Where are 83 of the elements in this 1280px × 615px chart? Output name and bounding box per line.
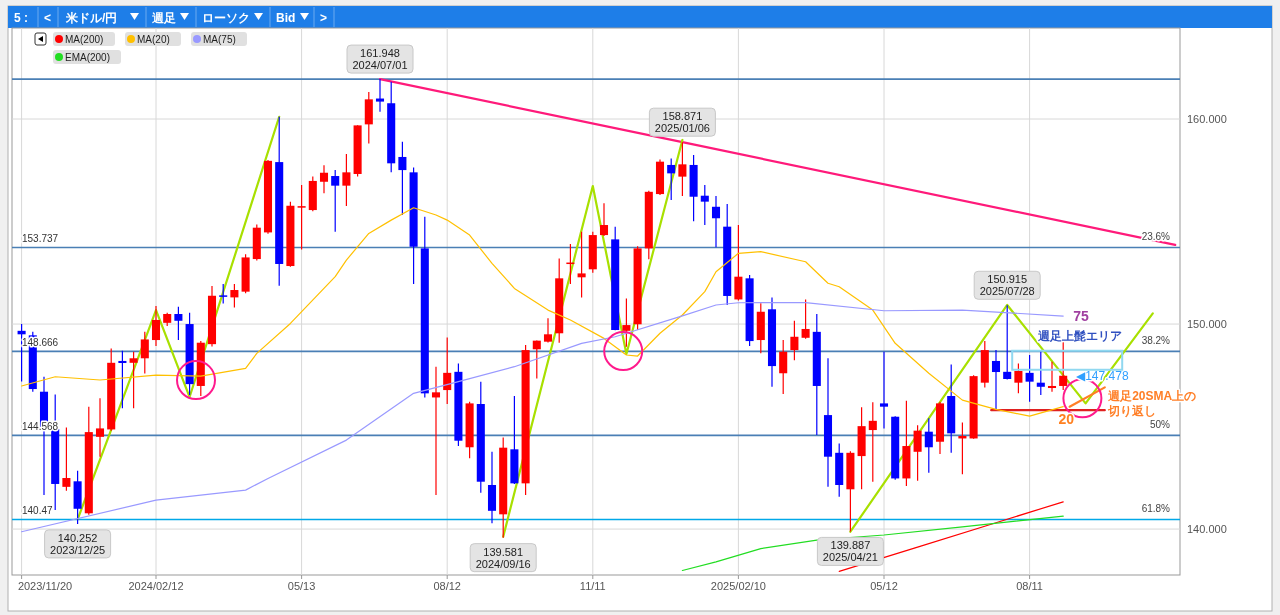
candlestick	[140, 331, 149, 375]
candlestick	[879, 351, 889, 430]
chart-title: 米ドル/円	[65, 10, 118, 25]
candlestick	[319, 164, 329, 194]
text: Bid	[276, 10, 296, 25]
legend-label: MA(75)	[203, 34, 236, 45]
y-tick-label: 140.000	[1187, 523, 1227, 536]
annotation: 161.948 2024/07/01	[352, 47, 408, 72]
legend-label: EMA(200)	[65, 52, 111, 63]
x-tick-label: 08/11	[1016, 580, 1043, 592]
annotation: 158.871 2025/01/06	[654, 110, 710, 135]
ref-line-label: 140.47	[22, 505, 54, 517]
text: 5 :	[14, 10, 29, 25]
candlestick	[1059, 341, 1068, 391]
candlestick	[991, 349, 1001, 410]
candlestick	[1036, 350, 1045, 396]
annotation: 150.915 2025/07/28	[979, 273, 1035, 298]
annotation: 61.8%	[1141, 503, 1171, 515]
x-tick-label: 2023/11/20	[17, 580, 73, 592]
legend-label: MA(200)	[65, 34, 104, 45]
candlestick	[230, 283, 239, 309]
candlestick	[95, 397, 105, 458]
text: 週足	[151, 10, 176, 25]
text: <	[44, 10, 52, 25]
candlestick	[913, 424, 922, 482]
candlestick	[801, 298, 810, 340]
candlestick	[532, 339, 541, 379]
candlestick	[151, 305, 161, 347]
candlestick	[543, 317, 553, 344]
x-tick-label: 08/12	[433, 580, 461, 592]
candlestick	[868, 401, 877, 483]
x-tick-label: 05/12	[870, 580, 898, 592]
candlestick	[219, 283, 228, 305]
candlestick	[790, 320, 799, 361]
candlestick	[443, 336, 452, 405]
candlestick	[577, 231, 586, 298]
candlestick	[297, 184, 306, 251]
candlestick	[1003, 304, 1012, 381]
point	[176, 360, 216, 401]
text: ローソク	[202, 10, 250, 25]
line-series	[681, 515, 1064, 572]
point	[603, 331, 644, 372]
annotation: 50%	[1149, 419, 1171, 431]
candlestick	[622, 297, 631, 348]
y-tick-label: 160.000	[1187, 113, 1227, 126]
candlestick	[667, 157, 676, 201]
annotation: 75	[1073, 308, 1089, 325]
annotation: 23.6%	[1141, 231, 1171, 243]
annotation: 20	[1058, 410, 1075, 427]
annotation: 140.252 2023/12/25	[50, 531, 106, 556]
candlestick	[700, 184, 709, 226]
legend-label: MA(20)	[137, 34, 170, 45]
candlestick	[431, 366, 441, 496]
candlestick	[1047, 361, 1057, 393]
candlestick	[174, 306, 183, 341]
y-tick-label: 150.000	[1187, 318, 1227, 331]
candlestick	[129, 351, 138, 409]
annotation: 139.581 2024/09/16	[475, 545, 531, 570]
candlestick	[375, 78, 385, 113]
x-tick-label: 05/13	[287, 580, 316, 592]
annotation: 139.887 2025/04/21	[822, 539, 878, 564]
line-series	[76, 115, 281, 521]
annotation: 週足20SMA上の切り返し	[1107, 388, 1197, 418]
candlestick	[924, 417, 933, 474]
x-tick-label: 2025/02/10	[710, 580, 766, 592]
candlestick	[342, 153, 351, 207]
annotation: 38.2%	[1141, 335, 1171, 347]
ref-line-label: 153.737	[22, 233, 59, 245]
x-tick-label: 11/11	[579, 580, 606, 592]
candlestick	[734, 224, 743, 302]
candlestick	[1025, 354, 1034, 403]
candlestick	[678, 141, 687, 197]
candlestick	[62, 426, 71, 492]
candlestick	[599, 202, 609, 237]
text: >	[320, 10, 328, 25]
candlestick	[1014, 362, 1023, 394]
candlestick	[398, 141, 407, 216]
x-tick-label: 2024/02/12	[128, 580, 184, 592]
candlestick	[118, 350, 127, 409]
candlestick	[711, 195, 721, 248]
annotation: 週足上髭エリア	[1037, 328, 1123, 343]
candlestick	[779, 339, 788, 395]
candlestick	[331, 169, 340, 233]
